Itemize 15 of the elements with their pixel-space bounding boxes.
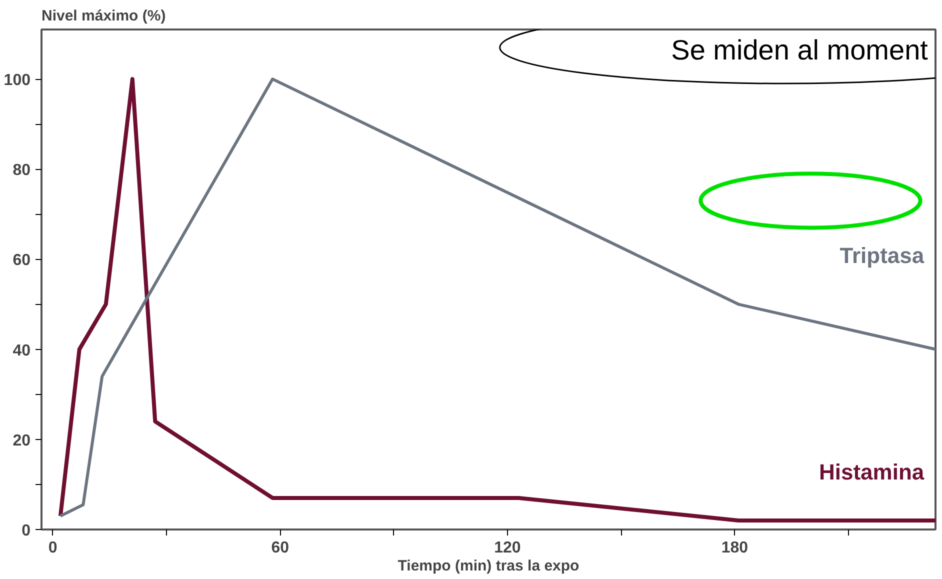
x-tick-label: 0 bbox=[48, 540, 58, 556]
x-tick-label: 180 bbox=[721, 540, 748, 556]
x-axis-title: Tiempo (min) tras la expo bbox=[398, 558, 580, 574]
y-tick-label: 60 bbox=[12, 252, 31, 270]
y-tick-label: 100 bbox=[4, 72, 31, 90]
y-tick-label: 40 bbox=[12, 342, 31, 360]
annotation: Se miden al moment bbox=[671, 34, 928, 66]
y-tick-label: 20 bbox=[12, 432, 31, 450]
chart-title: Nivel máximo (%) bbox=[42, 8, 166, 24]
text: Triptasa bbox=[840, 243, 925, 268]
series-label: Histamina bbox=[818, 459, 925, 484]
x-tick-label: 60 bbox=[271, 540, 290, 556]
y-tick-label: 80 bbox=[12, 162, 31, 180]
x-tick-label: 120 bbox=[494, 540, 521, 556]
y-tick-label: 0 bbox=[22, 522, 31, 540]
